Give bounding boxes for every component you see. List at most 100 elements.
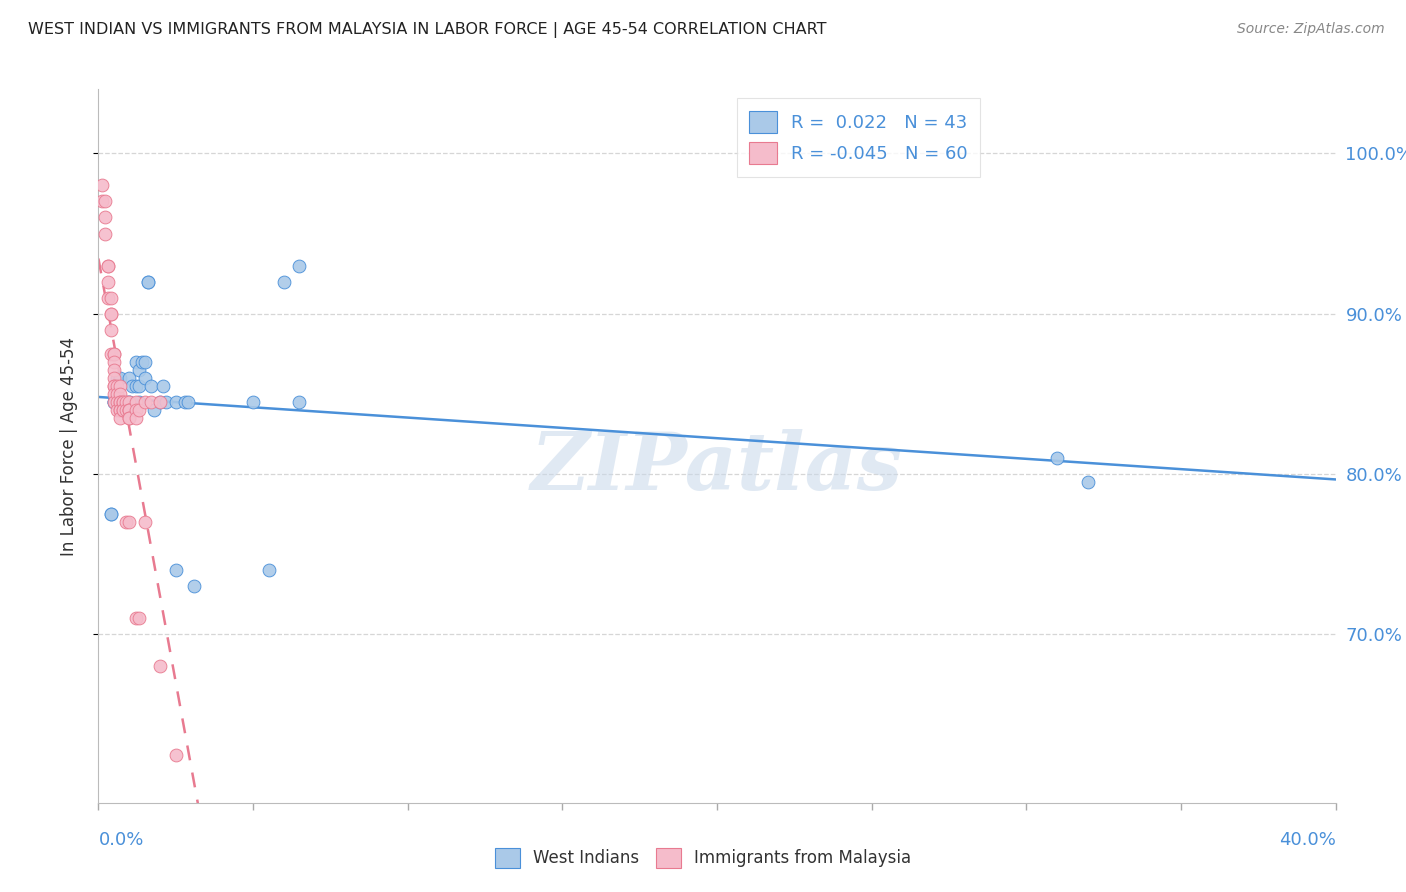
Text: 40.0%: 40.0% bbox=[1279, 831, 1336, 849]
Point bbox=[149, 659, 172, 673]
Point bbox=[257, 563, 280, 577]
Legend: R =  0.022   N = 43, R = -0.045   N = 60: R = 0.022 N = 43, R = -0.045 N = 60 bbox=[737, 98, 980, 177]
Point bbox=[134, 355, 156, 369]
Point bbox=[118, 411, 141, 425]
Point bbox=[100, 347, 122, 361]
Point bbox=[134, 515, 156, 529]
Point bbox=[118, 395, 141, 409]
Point bbox=[143, 403, 166, 417]
Point bbox=[242, 395, 264, 409]
Point bbox=[155, 395, 177, 409]
Y-axis label: In Labor Force | Age 45-54: In Labor Force | Age 45-54 bbox=[59, 336, 77, 556]
Point bbox=[100, 291, 122, 305]
Point bbox=[105, 403, 128, 417]
Point bbox=[139, 395, 162, 409]
Point bbox=[134, 395, 156, 409]
Point bbox=[103, 379, 125, 393]
Text: ZIPatlas: ZIPatlas bbox=[531, 429, 903, 506]
Text: Source: ZipAtlas.com: Source: ZipAtlas.com bbox=[1237, 22, 1385, 37]
Point bbox=[118, 403, 141, 417]
Point bbox=[108, 411, 131, 425]
Point bbox=[103, 387, 125, 401]
Point bbox=[183, 579, 205, 593]
Point bbox=[103, 347, 125, 361]
Point bbox=[103, 395, 125, 409]
Text: WEST INDIAN VS IMMIGRANTS FROM MALAYSIA IN LABOR FORCE | AGE 45-54 CORRELATION C: WEST INDIAN VS IMMIGRANTS FROM MALAYSIA … bbox=[28, 22, 827, 38]
Point bbox=[288, 259, 311, 273]
Point bbox=[103, 395, 125, 409]
Point bbox=[112, 395, 135, 409]
Point bbox=[1077, 475, 1099, 489]
Point bbox=[103, 355, 125, 369]
Point bbox=[105, 387, 128, 401]
Point bbox=[103, 395, 125, 409]
Point bbox=[112, 395, 135, 409]
Point bbox=[103, 395, 125, 409]
Point bbox=[121, 379, 143, 393]
Point bbox=[103, 379, 125, 393]
Point bbox=[115, 395, 138, 409]
Point bbox=[108, 371, 131, 385]
Point bbox=[97, 275, 120, 289]
Point bbox=[112, 403, 135, 417]
Point bbox=[288, 395, 311, 409]
Point bbox=[105, 379, 128, 393]
Point bbox=[103, 363, 125, 377]
Point bbox=[118, 395, 141, 409]
Point bbox=[149, 395, 172, 409]
Text: 0.0%: 0.0% bbox=[98, 831, 143, 849]
Point bbox=[108, 403, 131, 417]
Point bbox=[115, 395, 138, 409]
Point bbox=[97, 259, 120, 273]
Point bbox=[108, 387, 131, 401]
Point bbox=[105, 395, 128, 409]
Point bbox=[100, 507, 122, 521]
Point bbox=[165, 563, 187, 577]
Point bbox=[273, 275, 295, 289]
Point bbox=[131, 355, 153, 369]
Point bbox=[149, 395, 172, 409]
Point bbox=[136, 275, 159, 289]
Point bbox=[128, 363, 150, 377]
Point bbox=[118, 515, 141, 529]
Point bbox=[112, 395, 135, 409]
Point bbox=[124, 395, 146, 409]
Point bbox=[103, 371, 125, 385]
Point bbox=[105, 371, 128, 385]
Point bbox=[177, 395, 200, 409]
Point bbox=[108, 395, 131, 409]
Legend: West Indians, Immigrants from Malaysia: West Indians, Immigrants from Malaysia bbox=[488, 841, 918, 875]
Point bbox=[124, 611, 146, 625]
Point bbox=[118, 371, 141, 385]
Point bbox=[100, 507, 122, 521]
Point bbox=[118, 411, 141, 425]
Point bbox=[112, 403, 135, 417]
Point bbox=[152, 379, 174, 393]
Point bbox=[93, 194, 115, 209]
Point bbox=[108, 403, 131, 417]
Point bbox=[128, 379, 150, 393]
Point bbox=[118, 403, 141, 417]
Point bbox=[103, 347, 125, 361]
Point bbox=[97, 259, 120, 273]
Point bbox=[115, 403, 138, 417]
Point bbox=[108, 379, 131, 393]
Point bbox=[108, 395, 131, 409]
Point bbox=[100, 323, 122, 337]
Point bbox=[115, 515, 138, 529]
Point bbox=[128, 611, 150, 625]
Point bbox=[128, 403, 150, 417]
Point bbox=[100, 307, 122, 321]
Point bbox=[128, 395, 150, 409]
Point bbox=[112, 403, 135, 417]
Point bbox=[118, 403, 141, 417]
Point bbox=[124, 355, 146, 369]
Point bbox=[124, 411, 146, 425]
Point bbox=[97, 291, 120, 305]
Point bbox=[108, 395, 131, 409]
Point bbox=[134, 371, 156, 385]
Point bbox=[165, 395, 187, 409]
Point bbox=[136, 275, 159, 289]
Point bbox=[124, 403, 146, 417]
Point bbox=[165, 747, 187, 762]
